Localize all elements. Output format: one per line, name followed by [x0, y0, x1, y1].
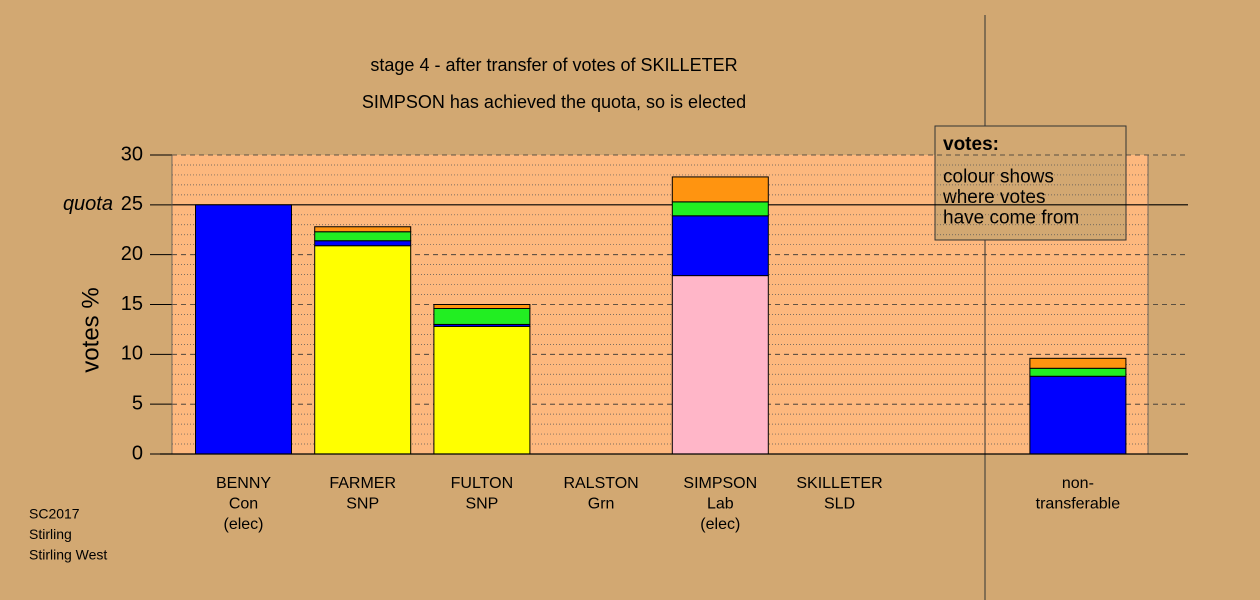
quota-label: quota	[63, 193, 113, 215]
chart-title: stage 4 - after transfer of votes of SKI…	[370, 55, 737, 75]
y-tick-label: 25	[121, 193, 143, 215]
bar-segment	[1029, 375, 1127, 455]
x-tick-label: Lab	[707, 496, 734, 513]
bar-segment	[671, 275, 769, 455]
bar-segment	[1029, 357, 1127, 369]
x-tick-label: transferable	[1036, 496, 1121, 513]
y-tick-label: 10	[121, 343, 143, 365]
legend-text: where votes	[942, 187, 1045, 208]
y-tick-label: 0	[132, 442, 143, 464]
x-tick-label: (elec)	[700, 516, 740, 533]
bar-segment	[314, 226, 412, 233]
bar-segment	[671, 201, 769, 217]
bar-segment	[433, 307, 531, 325]
bar-segment	[433, 304, 531, 309]
x-tick-label: FARMER	[329, 475, 396, 492]
legend-title: votes:	[943, 134, 999, 155]
x-tick-label: SIMPSON	[683, 475, 757, 492]
footer-text: Stirling West	[29, 547, 107, 563]
x-tick-label: non-	[1062, 475, 1094, 492]
legend-text: have come from	[943, 208, 1079, 229]
bar-segment	[671, 176, 769, 203]
x-tick-label: BENNY	[216, 475, 271, 492]
bar-segment	[195, 204, 292, 455]
x-tick-label: RALSTON	[563, 475, 638, 492]
y-tick-label: 30	[121, 143, 143, 165]
x-tick-label: FULTON	[451, 475, 514, 492]
bar-segment	[314, 245, 412, 455]
x-tick-label: SKILLETER	[796, 475, 882, 492]
y-tick-label: 15	[121, 293, 143, 315]
bar-segment	[314, 240, 412, 247]
chart-subtitle: SIMPSON has achieved the quota, so is el…	[362, 92, 746, 112]
y-axis-label: votes %	[77, 287, 104, 372]
x-tick-label: Con	[229, 496, 258, 513]
y-tick-label: 5	[132, 392, 143, 414]
footer-text: Stirling	[29, 526, 72, 542]
bar-segment	[671, 215, 769, 277]
legend-frame	[934, 125, 1127, 241]
x-tick-label: SNP	[465, 496, 498, 513]
x-tick-label: (elec)	[223, 516, 263, 533]
bar-segment	[1029, 367, 1127, 377]
x-tick-label: SNP	[346, 496, 379, 513]
bar-segment	[314, 231, 412, 242]
x-tick-label: SLD	[824, 496, 855, 513]
x-tick-label: Grn	[588, 496, 615, 513]
legend-text: colour shows	[943, 167, 1054, 188]
bar-segment	[433, 325, 531, 455]
y-tick-label: 20	[121, 243, 143, 265]
footer-text: SC2017	[29, 506, 80, 522]
